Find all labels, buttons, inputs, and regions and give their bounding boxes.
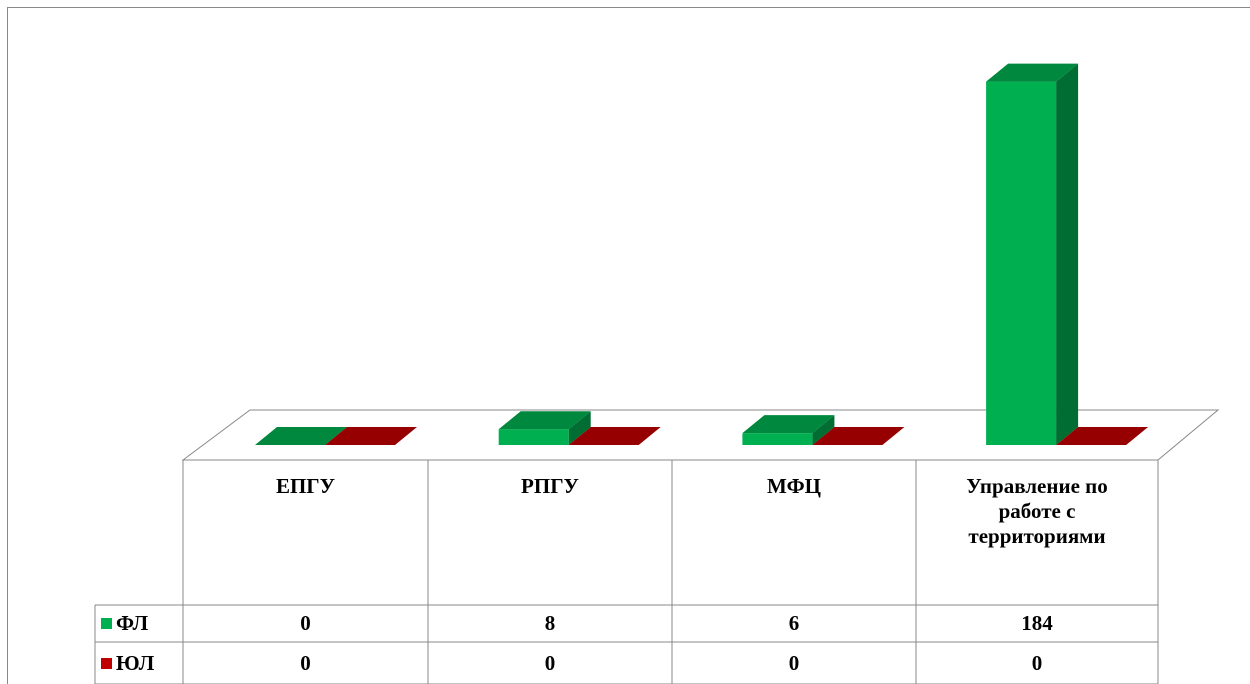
bar: [812, 427, 905, 445]
bar-top: [1056, 427, 1149, 445]
legend-label: ЮЛ: [116, 650, 155, 675]
data-table-grid: [94, 460, 1159, 684]
table-value: 8: [428, 605, 672, 642]
bar-side: [568, 411, 591, 445]
bar-top: [812, 427, 905, 445]
table-value: 0: [183, 642, 428, 684]
bar: [325, 427, 417, 445]
bar: [568, 427, 661, 445]
bar-top: [498, 411, 591, 430]
table-value: 0: [183, 605, 428, 642]
table-value-text: 0: [300, 650, 311, 675]
bar-front: [498, 429, 569, 445]
category-label: Управление по работе с территориями: [916, 460, 1158, 605]
table-value-text: 0: [788, 650, 800, 675]
bar: [986, 63, 1079, 445]
table-value-text: 0: [544, 650, 556, 675]
bar-top: [742, 415, 835, 434]
bar-top: [255, 427, 347, 445]
floor: [181, 409, 1220, 461]
bar-top: [568, 427, 661, 445]
category-label-text: РПГУ: [521, 474, 579, 498]
bar-front: [742, 433, 813, 445]
category-label: РПГУ: [428, 460, 672, 605]
table-value-text: 0: [1031, 650, 1043, 675]
chart-border: [7, 7, 1250, 684]
legend-entry: ФЛ: [101, 605, 148, 642]
bar: [255, 427, 347, 445]
category-label-text: Управление по работе с территориями: [966, 474, 1108, 548]
bar-side: [1056, 63, 1079, 445]
bar: [1056, 427, 1149, 445]
bar-top: [986, 63, 1079, 82]
category-label: МФЦ: [672, 460, 916, 605]
table-value: 0: [916, 642, 1158, 684]
bar-side: [812, 415, 835, 445]
table-value-text: 6: [788, 611, 800, 635]
bars: [255, 63, 1149, 445]
table-value-text: 8: [544, 611, 556, 635]
table-value: 6: [672, 605, 916, 642]
category-label-text: МФЦ: [767, 474, 821, 498]
legend-key: [101, 657, 112, 669]
table-value: 0: [672, 642, 916, 684]
category-label: ЕПГУ: [183, 460, 428, 605]
bar-front: [986, 81, 1057, 445]
bar-top: [325, 427, 417, 445]
table-value-text: 184: [1021, 611, 1053, 635]
bar: [742, 415, 835, 445]
bar: [498, 411, 591, 445]
legend-label: ФЛ: [116, 611, 149, 635]
legend-key: [101, 618, 112, 629]
legend-entry: ЮЛ: [101, 642, 154, 684]
category-label-text: ЕПГУ: [275, 474, 336, 498]
table-value: 184: [916, 605, 1158, 642]
table-value: 0: [428, 642, 672, 684]
table-value-text: 0: [300, 611, 311, 635]
